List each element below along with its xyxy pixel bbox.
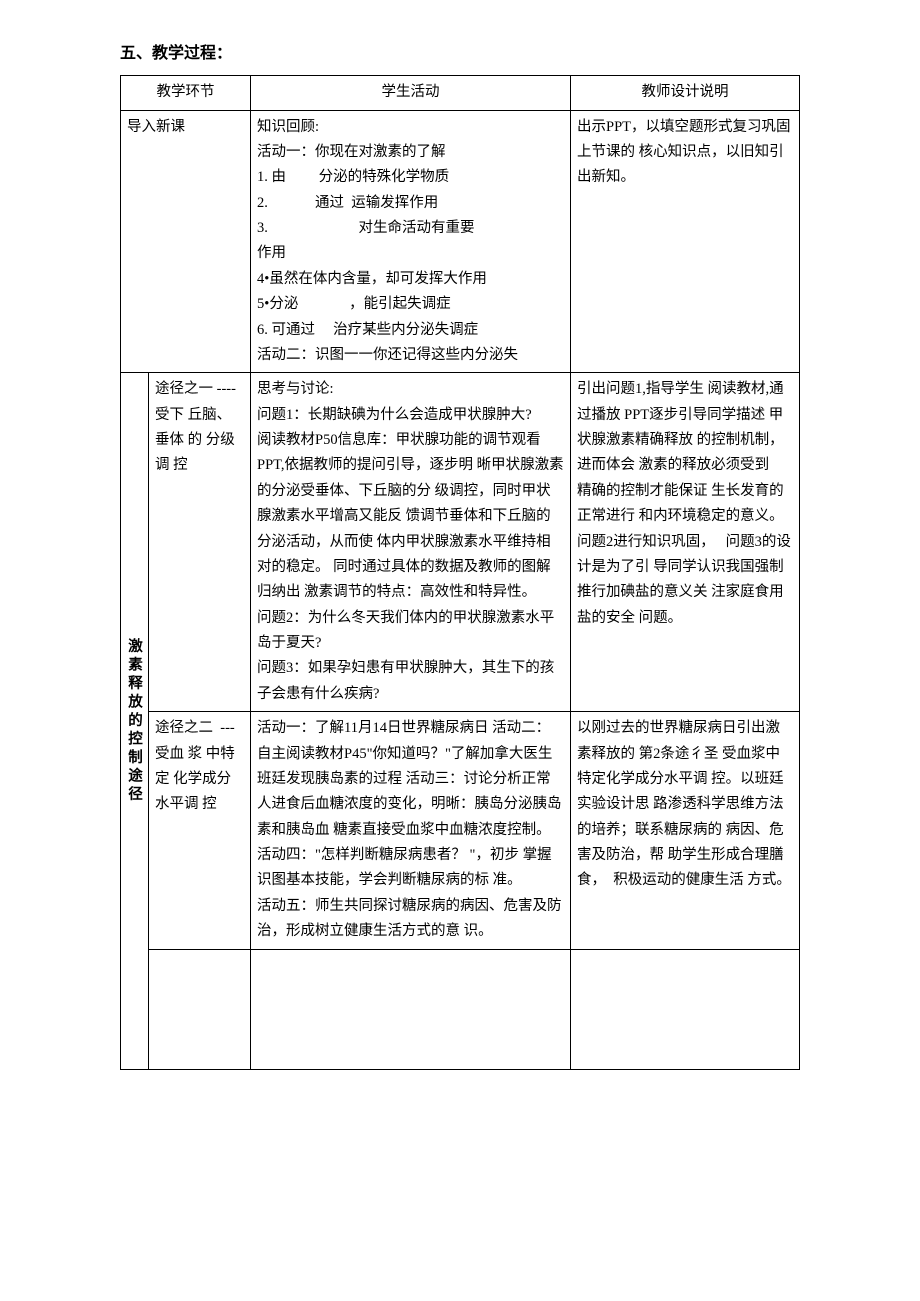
row2-subsection: 途径之一 ----受下 丘脑、垂体 的 分级调 控 — [149, 373, 251, 712]
row3-subsection: 途径之二 ---受血 浆 中特定 化学成分 水平调 控 — [149, 712, 251, 949]
header-notes: 教师设计说明 — [571, 76, 800, 110]
row1-notes: 出示PPT，以填空题形式复习巩固上节课的 核心知识点，以旧知引 出新知。 — [571, 110, 800, 373]
spacer-cell — [251, 949, 571, 1069]
teaching-process-table: 教学环节 学生活动 教师设计说明 导入新课 知识回顾: 活动一：你现在对激素的了… — [120, 75, 800, 1069]
row3-notes: 以刚过去的世界糖尿病日引出激素释放的 第2条途彳圣 受血浆中 特定化学成分水平调… — [571, 712, 800, 949]
row1-section: 导入新课 — [121, 110, 251, 373]
row2-activity: 思考与讨论: 问题1：长期缺碘为什么会造成甲状腺肿大? 阅读教材P50信息库：甲… — [251, 373, 571, 712]
row3-activity: 活动一：了解11月14日世界糖尿病日 活动二：自主阅读教材P45"你知道吗？"了… — [251, 712, 571, 949]
spacer-cell — [571, 949, 800, 1069]
spacer-cell — [149, 949, 251, 1069]
row1-activity: 知识回顾: 活动一：你现在对激素的了解 1. 由 分泌的特殊化学物质 2. 通过… — [251, 110, 571, 373]
row2-vlabel: 激素释放的控制途径 — [121, 373, 149, 1069]
table-row-spacer — [121, 949, 800, 1069]
table-row: 激素释放的控制途径 途径之一 ----受下 丘脑、垂体 的 分级调 控 思考与讨… — [121, 373, 800, 712]
table-header-row: 教学环节 学生活动 教师设计说明 — [121, 76, 800, 110]
table-row: 导入新课 知识回顾: 活动一：你现在对激素的了解 1. 由 分泌的特殊化学物质 … — [121, 110, 800, 373]
row2-notes: 引出问题1,指导学生 阅读教材,通过播放 PPT逐步引导同学描述 甲状腺激素精确… — [571, 373, 800, 712]
section-title: 五、教学过程： — [120, 40, 800, 67]
header-section: 教学环节 — [121, 76, 251, 110]
table-row: 途径之二 ---受血 浆 中特定 化学成分 水平调 控 活动一：了解11月14日… — [121, 712, 800, 949]
header-activity: 学生活动 — [251, 76, 571, 110]
